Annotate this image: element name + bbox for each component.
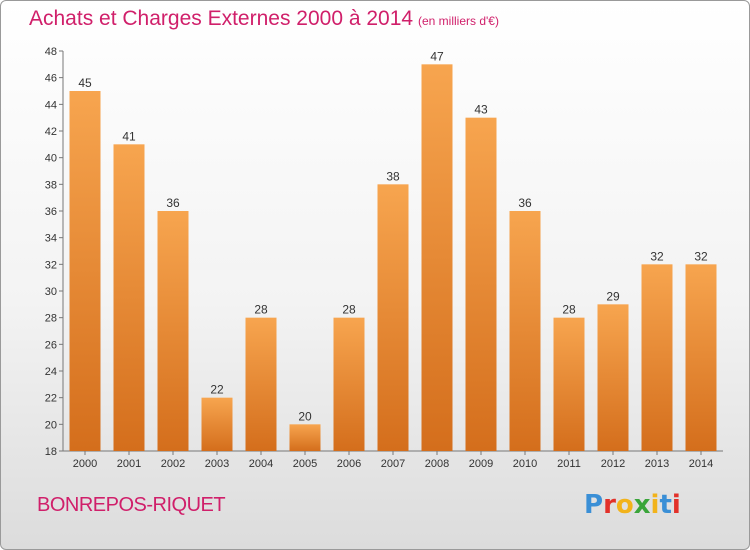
logo-letter: o [615,490,634,520]
y-tick-label: 46 [45,73,57,85]
value-label-2002: 36 [166,196,180,210]
proxiti-logo: Proxiti [584,490,681,520]
logo-letter: i [650,490,660,520]
x-tick-label-2002: 2002 [161,458,185,470]
y-tick-label: 48 [45,46,57,58]
bar-2014 [685,264,717,451]
bar-2004 [245,317,277,451]
y-tick-label: 26 [45,339,57,351]
y-tick-label: 38 [45,179,57,191]
logo-letter: P [584,490,604,520]
bar-2012 [597,304,629,451]
bar-2008 [421,64,453,452]
x-tick-label-2003: 2003 [205,458,229,470]
x-tick-label-2012: 2012 [601,458,625,470]
logo-letter: i [671,490,681,520]
value-label-2005: 20 [298,409,312,423]
chart-subtitle: (en milliers d'€) [418,14,499,28]
y-tick-label: 32 [45,259,57,271]
y-tick-label: 44 [45,99,57,111]
bar-2005 [289,424,321,451]
chart-title: Achats et Charges Externes 2000 à 2014 [29,7,414,30]
x-tick-label-2014: 2014 [689,458,713,470]
y-tick-label: 40 [45,153,57,165]
bar-2010 [509,211,541,451]
y-tick-label: 22 [45,393,57,405]
x-tick-label-2006: 2006 [337,458,361,470]
logo-letter: t [659,490,672,520]
value-label-2003: 22 [210,383,224,397]
bar-2000 [69,91,101,451]
place-name: BONREPOS-RIQUET [37,494,226,516]
value-label-2010: 36 [518,196,532,210]
logo-letter: r [603,490,616,520]
bar-2009 [465,117,497,452]
x-tick-label-2001: 2001 [117,458,141,470]
y-tick-label: 28 [45,313,57,325]
x-tick-label-2010: 2010 [513,458,537,470]
x-tick-label-2009: 2009 [469,458,493,470]
value-label-2001: 41 [122,129,136,143]
x-tick-label-2004: 2004 [249,458,273,470]
y-tick-label: 20 [45,419,57,431]
x-tick-label-2005: 2005 [293,458,317,470]
x-tick-label-2008: 2008 [425,458,449,470]
y-tick-label: 30 [45,286,57,298]
y-tick-label: 36 [45,206,57,218]
value-label-2009: 43 [474,103,488,117]
value-label-2013: 32 [650,249,664,263]
logo-letter: x [633,490,651,520]
y-tick-label: 24 [45,366,57,378]
y-tick-label: 34 [45,233,57,245]
value-label-2000: 45 [78,76,92,90]
bar-2006 [333,317,365,451]
x-tick-label-2011: 2011 [557,458,581,470]
bar-2003 [201,397,233,451]
x-tick-label-2007: 2007 [381,458,405,470]
bar-2002 [157,211,189,451]
bar-2007 [377,184,409,452]
value-label-2012: 29 [606,289,620,303]
value-label-2014: 32 [694,249,708,263]
value-label-2011: 28 [562,303,576,317]
value-label-2004: 28 [254,303,268,317]
bar-2011 [553,317,585,451]
bar-2013 [641,264,673,451]
y-tick-label: 18 [45,446,57,458]
x-tick-label-2000: 2000 [73,458,97,470]
value-label-2007: 38 [386,169,400,183]
value-label-2008: 47 [430,49,444,63]
value-label-2006: 28 [342,303,356,317]
y-tick-label: 42 [45,126,57,138]
x-tick-label-2013: 2013 [645,458,669,470]
bar-2001 [113,144,145,452]
